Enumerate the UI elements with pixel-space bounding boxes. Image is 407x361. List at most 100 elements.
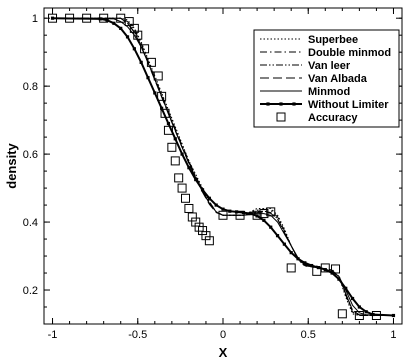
series-point-without-limiter [269, 225, 273, 229]
series-point-without-limiter [221, 207, 225, 211]
accuracy-point [371, 311, 381, 321]
series-point-without-limiter [344, 286, 348, 290]
accuracy-point [157, 91, 167, 101]
series-point-without-limiter [50, 16, 55, 20]
series-point-without-limiter [160, 106, 164, 110]
accuracy-point [140, 44, 150, 54]
series-point-without-limiter [275, 234, 280, 238]
accuracy-point [170, 156, 180, 166]
accuracy-point [133, 30, 143, 40]
series-point-without-limiter [173, 137, 177, 141]
legend-label: Van Albada [308, 73, 368, 85]
accuracy-point [116, 13, 126, 23]
series-point-without-limiter [282, 242, 286, 246]
accuracy-point [286, 263, 296, 273]
accuracy-point [153, 71, 163, 81]
x-tick-label: 0.5 [301, 329, 316, 341]
accuracy-point [160, 108, 170, 118]
accuracy-point [218, 210, 228, 220]
series-point-without-limiter [146, 76, 150, 80]
legend-label: Van leer [308, 60, 351, 72]
accuracy-point [312, 266, 322, 276]
accuracy-point [187, 212, 197, 222]
y-tick-label: 0.4 [23, 217, 38, 229]
x-tick-label: 0 [220, 329, 226, 341]
accuracy-point [201, 231, 211, 241]
accuracy-point [124, 17, 134, 27]
accuracy-point [266, 207, 276, 217]
y-tick-label: 0.2 [23, 285, 38, 297]
accuracy-point [163, 125, 173, 135]
legend-label: Without Limiter [308, 99, 389, 111]
accuracy-point [167, 142, 177, 152]
series-point-without-limiter [350, 296, 355, 301]
accuracy-point [337, 309, 347, 319]
series-point-without-limiter [391, 313, 396, 318]
legend-marker-without-limiter [292, 102, 296, 106]
series-point-without-limiter [241, 210, 246, 215]
series-point-without-limiter [235, 210, 239, 214]
series-point-without-limiter [296, 257, 300, 261]
accuracy-point [252, 210, 262, 220]
series-point-without-limiter [119, 26, 123, 30]
series-point-without-limiter [125, 35, 130, 39]
accuracy-point [129, 23, 139, 33]
accuracy-point [204, 236, 214, 246]
series-point-without-limiter [112, 21, 116, 25]
series-point-without-limiter [364, 310, 368, 314]
series-point-without-limiter [200, 188, 205, 192]
series-point-without-limiter [323, 268, 327, 272]
series-point-without-limiter [98, 17, 102, 21]
series-point-without-limiter [105, 18, 109, 22]
y-axis-label: density [4, 142, 19, 188]
series-point-without-limiter [166, 121, 171, 126]
accuracy-point [184, 203, 194, 213]
accuracy-point [194, 222, 204, 232]
legend-label: Minmod [308, 86, 350, 98]
accuracy-point [65, 13, 75, 23]
accuracy-markers [48, 13, 381, 321]
legend-marker-without-limiter [266, 102, 270, 106]
series-point-without-limiter [132, 47, 136, 51]
accuracy-point [146, 57, 156, 67]
x-axis-label: X [219, 345, 228, 360]
series-point-without-limiter [357, 305, 361, 309]
series-point-without-limiter [289, 251, 293, 255]
accuracy-point [82, 13, 92, 23]
accuracy-point [174, 173, 184, 183]
accuracy-point [180, 193, 190, 203]
series-point-without-limiter [262, 218, 266, 222]
series-point-without-limiter [194, 177, 198, 182]
accuracy-point [320, 263, 330, 273]
series-point-without-limiter [153, 91, 157, 95]
accuracy-point [198, 226, 208, 236]
legend-symbol-accuracy [276, 112, 286, 122]
x-tick-label: 1 [390, 329, 396, 341]
accuracy-point [177, 183, 187, 193]
accuracy-point [99, 13, 109, 23]
series-point-without-limiter [337, 277, 341, 281]
accuracy-point [259, 209, 269, 219]
accuracy-point [354, 311, 364, 321]
legend-label: Double minmod [308, 47, 391, 59]
accuracy-point [331, 264, 341, 274]
y-tick-label: 1 [32, 13, 38, 25]
legend-marker-without-limiter [279, 102, 283, 106]
series-point-without-limiter [180, 152, 184, 156]
legend-label: Superbee [308, 34, 358, 46]
series-point-without-limiter [139, 60, 143, 64]
series-point-without-limiter [248, 211, 252, 216]
x-tick-label: -1 [48, 329, 58, 341]
series-point-without-limiter [228, 209, 232, 213]
series-point-without-limiter [214, 203, 218, 207]
accuracy-point [235, 210, 245, 220]
legend-label: Accuracy [308, 112, 358, 124]
y-tick-label: 0.8 [23, 81, 38, 93]
series-point-without-limiter [207, 196, 211, 200]
series-point-without-limiter [310, 263, 314, 268]
y-tick-label: 0.6 [23, 149, 38, 161]
accuracy-point [191, 217, 201, 227]
